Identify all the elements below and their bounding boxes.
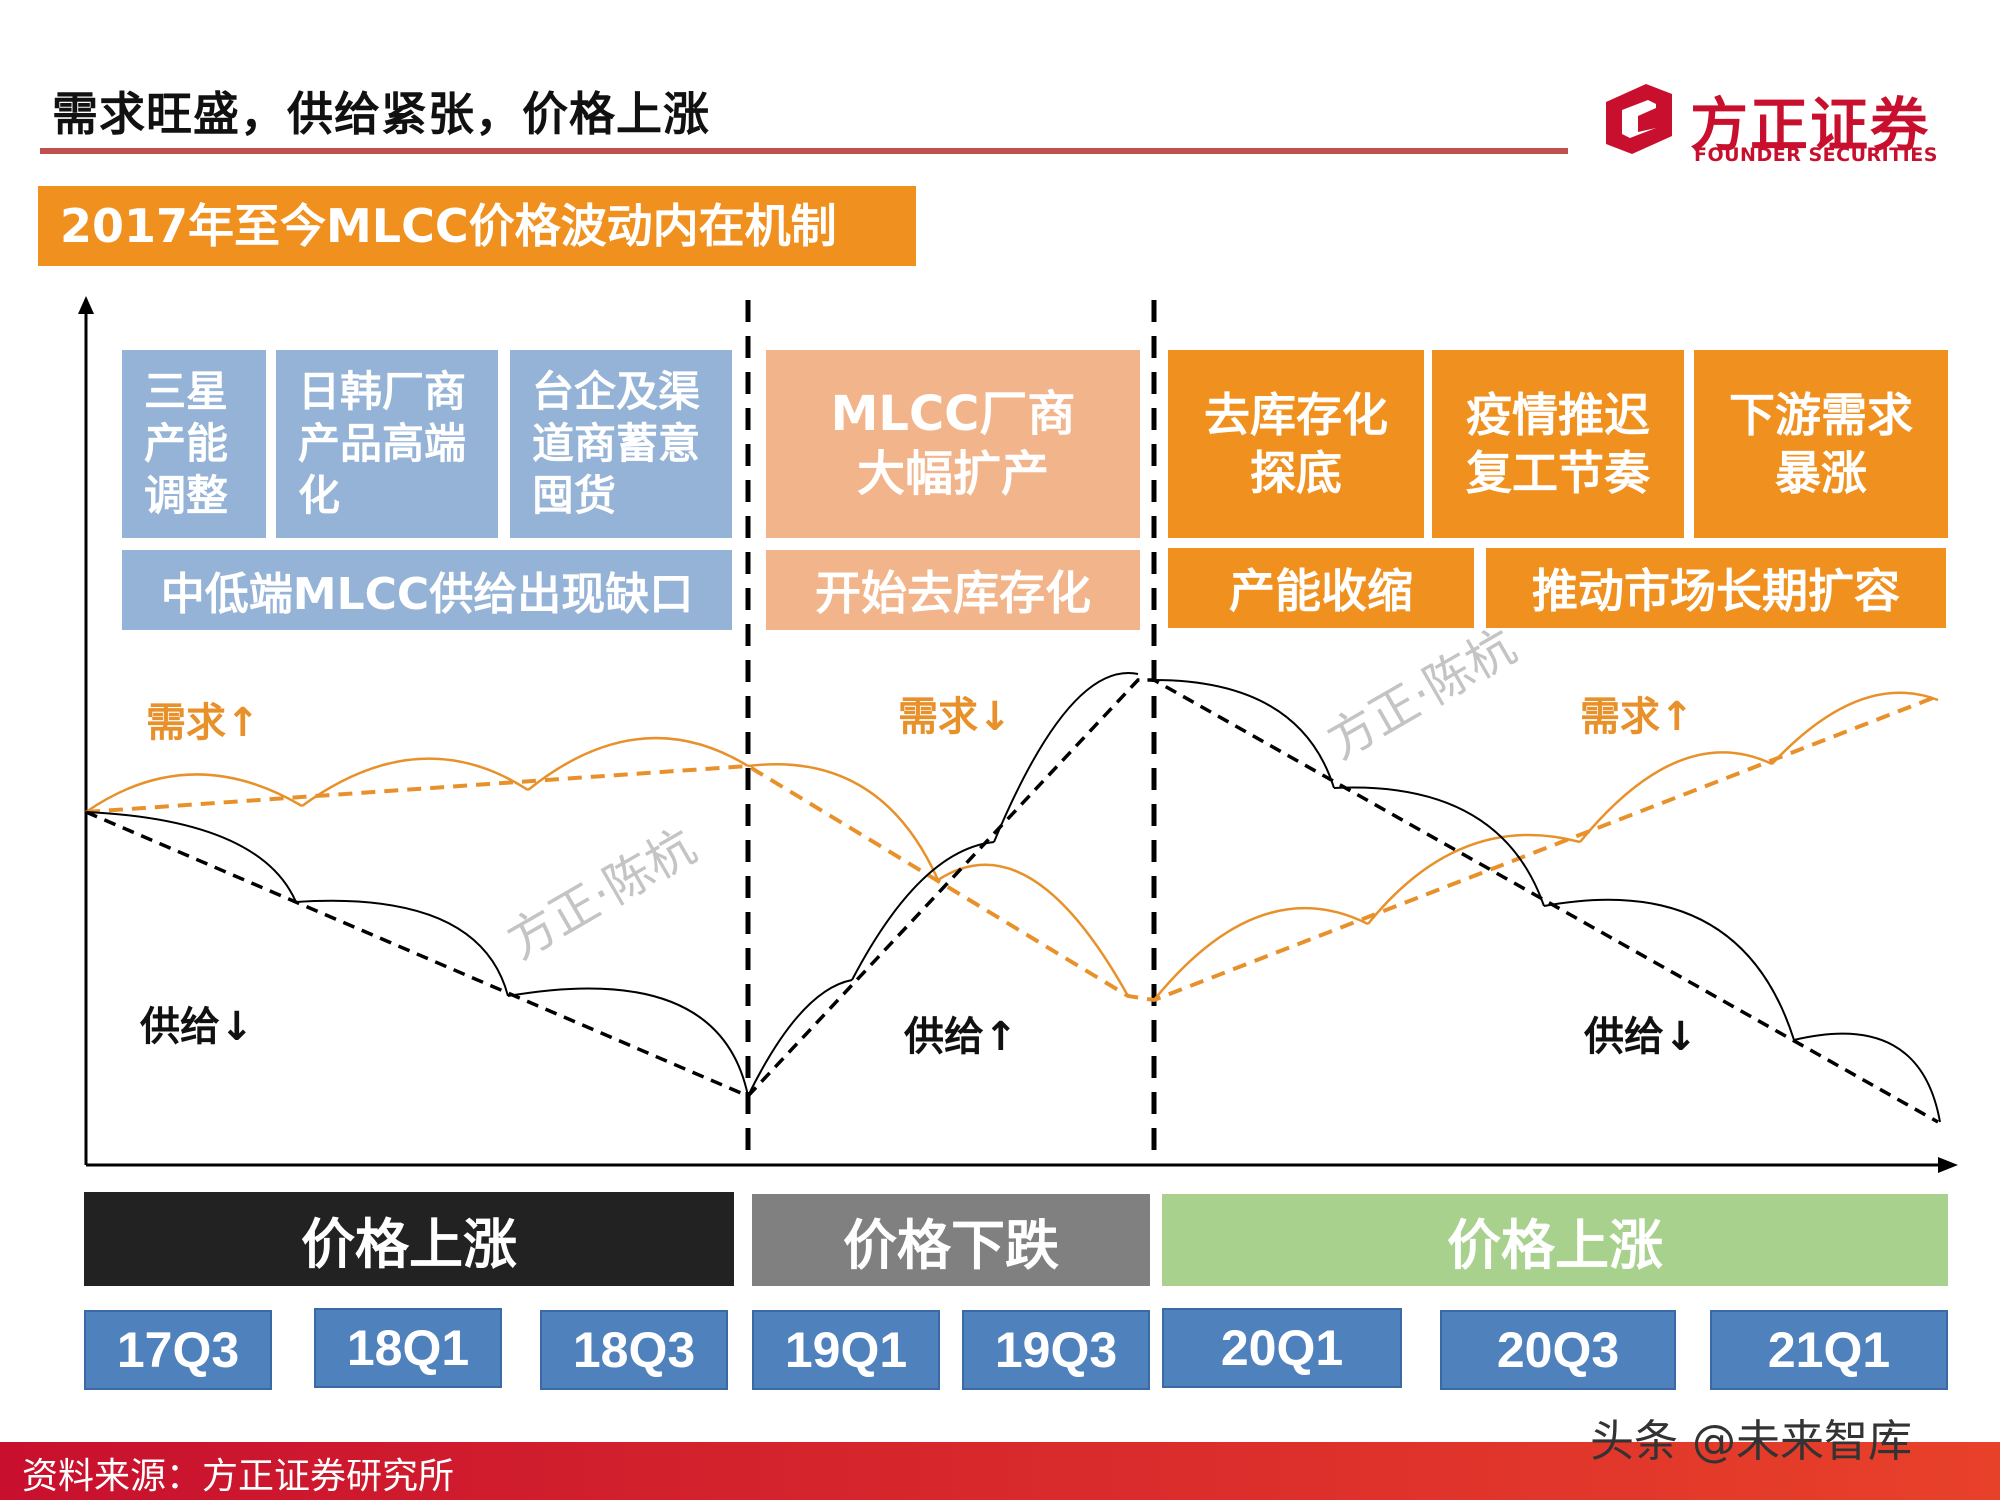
supply-wave [85, 672, 1941, 1123]
watermark-right: 方正·陈杭 [1318, 618, 1525, 770]
band-price-up-1: 价格上涨 [84, 1192, 734, 1286]
quarter-20q1: 20Q1 [1162, 1308, 1402, 1388]
phase1-summary: 中低端MLCC供给出现缺口 [122, 550, 732, 630]
title-underline [40, 148, 1568, 154]
band-price-down: 价格下跌 [752, 1194, 1150, 1286]
phase1-factor-jk-highend: 日韩厂商 产品高端 化 [276, 350, 498, 538]
band-price-up-2: 价格上涨 [1162, 1194, 1948, 1286]
quarter-18q3: 18Q3 [540, 1310, 728, 1390]
logo-text-en: FOUNDER SECURITIES [1694, 144, 1938, 166]
axes [78, 296, 1958, 1173]
quarter-19q3: 19Q3 [962, 1310, 1150, 1390]
phase2-summary: 开始去库存化 [766, 550, 1140, 630]
quarter-17q3: 17Q3 [84, 1310, 272, 1390]
founder-logo-icon [1606, 84, 1672, 154]
quarter-20q3: 20Q3 [1440, 1310, 1676, 1390]
phase3-factor-demand-surge: 下游需求 暴涨 [1694, 350, 1948, 538]
phase1-factor-hoarding: 台企及渠 道商蓄意 囤货 [510, 350, 732, 538]
demand-trend-line [85, 694, 1939, 1003]
site-watermark: 头条 @未来智库 [1590, 1416, 1912, 1467]
phase3-factor-destock: 去库存化 探底 [1168, 350, 1424, 538]
phase1-supply-label: 供给↓ [140, 1004, 254, 1050]
logo-text-cn: 方正证券 [1690, 91, 1931, 159]
phase1-factor-samsung: 三星 产能 调整 [122, 350, 266, 538]
section-subtitle: 2017年至今MLCC价格波动内在机制 [38, 186, 916, 266]
phase3-demand-label: 需求↑ [1580, 694, 1694, 740]
phase3-supply-label: 供给↓ [1584, 1014, 1698, 1060]
phase3-factor-epidemic: 疫情推迟 复工节奏 [1432, 350, 1684, 538]
quarter-18q1: 18Q1 [314, 1308, 502, 1388]
quarter-21q1: 21Q1 [1710, 1310, 1948, 1390]
phase1-demand-label: 需求↑ [146, 700, 260, 746]
supply-trend-line [85, 678, 1939, 1124]
phase2-supply-label: 供给↑ [904, 1014, 1018, 1060]
phase2-demand-label: 需求↓ [898, 694, 1012, 740]
phase3-summary-expansion: 推动市场长期扩容 [1486, 548, 1946, 628]
watermark-left: 方正·陈杭 [498, 818, 705, 970]
page-title: 需求旺盛，供给紧张，价格上涨 [52, 87, 710, 141]
quarter-19q1: 19Q1 [752, 1310, 940, 1390]
demand-wave [85, 691, 1939, 1001]
phase2-factor-expansion: MLCC厂商 大幅扩产 [766, 350, 1140, 538]
footer-bar [0, 1442, 2000, 1500]
phase3-summary-capacity: 产能收缩 [1168, 548, 1474, 628]
source-note: 资料来源：方正证券研究所 [22, 1456, 455, 1497]
